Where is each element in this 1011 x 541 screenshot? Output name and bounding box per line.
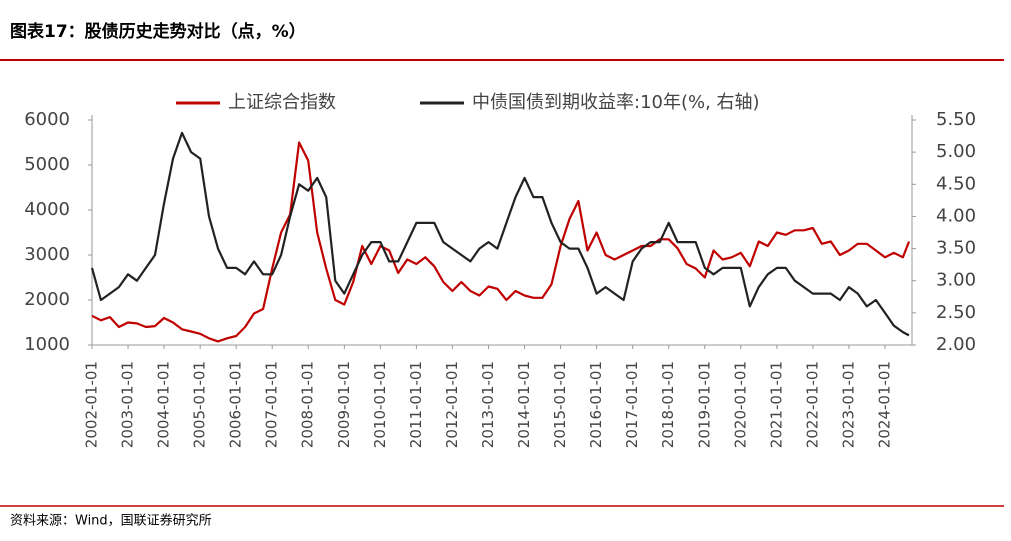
x-tick-label: 2006-01-01 [227, 361, 245, 448]
y-tick-label: 4000 [24, 199, 70, 220]
x-tick-label: 2017-01-01 [623, 361, 641, 448]
y2-tick-label: 2.50 [936, 302, 976, 323]
x-tick-label: 2015-01-01 [551, 361, 569, 448]
y-tick-label: 5000 [24, 154, 70, 175]
chart-title: 图表17：股债历史走势对比（点，%） [10, 21, 306, 42]
x-tick-label: 2004-01-01 [155, 361, 173, 448]
x-tick-label: 2016-01-01 [587, 361, 605, 448]
y-tick-label: 3000 [24, 244, 70, 265]
x-tick-label: 2013-01-01 [479, 361, 497, 448]
x-tick-label: 2020-01-01 [731, 361, 749, 448]
x-tick-label: 2010-01-01 [371, 361, 389, 448]
x-tick-label: 2019-01-01 [695, 361, 713, 448]
x-tick-label: 2005-01-01 [191, 361, 209, 448]
x-tick-label: 2012-01-01 [443, 361, 461, 448]
x-tick-label: 2014-01-01 [515, 361, 533, 448]
x-tick-label: 2023-01-01 [839, 361, 857, 448]
x-tick-label: 2021-01-01 [767, 361, 785, 448]
y-tick-label: 1000 [24, 334, 70, 355]
y2-tick-label: 2.00 [936, 334, 976, 355]
y-tick-label: 2000 [24, 289, 70, 310]
y2-tick-label: 3.00 [936, 270, 976, 291]
y2-tick-label: 4.00 [936, 205, 976, 226]
legend-label: 中债国债到期收益率:10年(%, 右轴) [472, 92, 760, 113]
legend-label: 上证综合指数 [228, 92, 336, 113]
source: 资料来源：Wind，国联证券研究所 [10, 513, 212, 529]
series-line [91, 141, 911, 343]
x-tick-label: 2008-01-01 [299, 361, 317, 448]
y2-tick-label: 5.00 [936, 141, 976, 162]
x-tick-label: 2003-01-01 [119, 361, 137, 448]
y-tick-label: 6000 [24, 109, 70, 130]
x-tick-label: 2009-01-01 [335, 361, 353, 448]
y2-tick-label: 5.50 [936, 109, 976, 130]
x-tick-label: 2018-01-01 [659, 361, 677, 448]
y2-tick-label: 4.50 [936, 173, 976, 194]
y2-tick-label: 3.50 [936, 238, 976, 259]
x-tick-label: 2007-01-01 [263, 361, 281, 448]
x-tick-label: 2024-01-01 [875, 361, 893, 448]
series-line [90, 131, 910, 337]
x-tick-label: 2011-01-01 [407, 361, 425, 448]
x-tick-label: 2022-01-01 [803, 361, 821, 448]
x-tick-label: 2002-01-01 [83, 361, 101, 448]
